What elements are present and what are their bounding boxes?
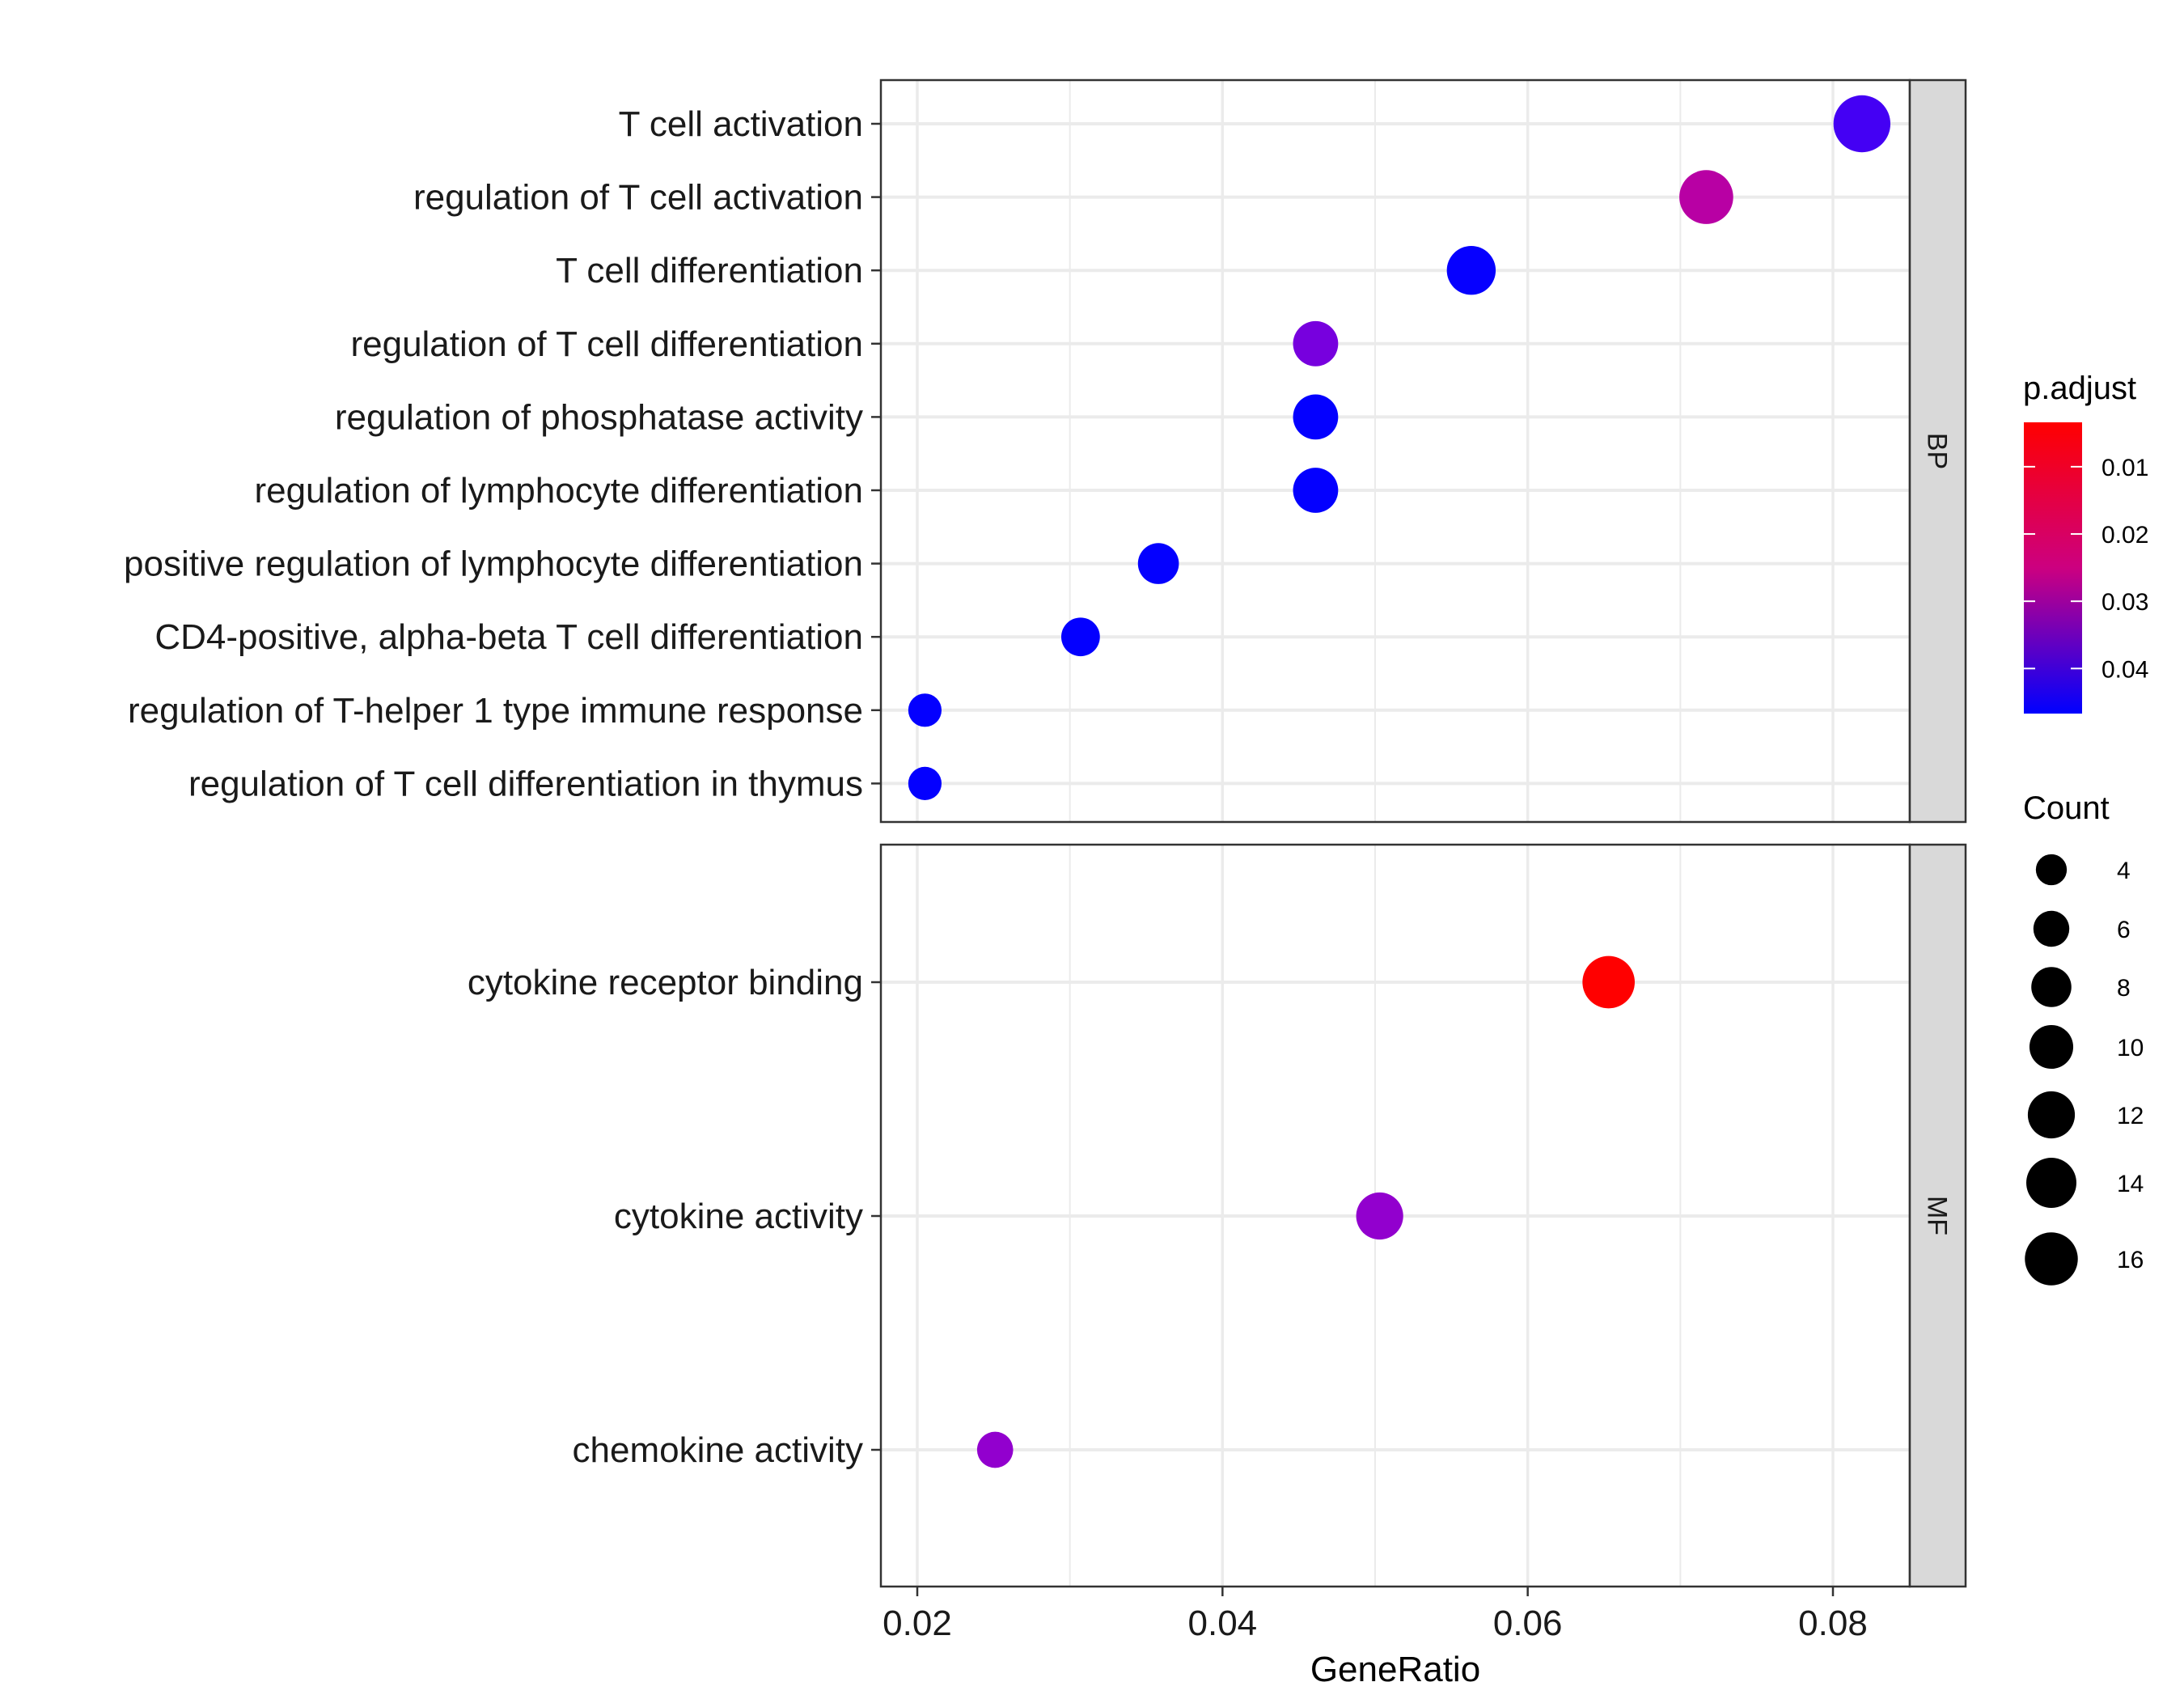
y-tick-label: regulation of phosphatase activity: [335, 397, 863, 437]
y-tick-label: cytokine activity: [614, 1197, 863, 1236]
data-point: [1293, 468, 1339, 513]
size-legend-label: 8: [2117, 975, 2131, 1002]
y-tick-label: regulation of lymphocyte differentiation: [254, 471, 863, 511]
y-tick-label: regulation of T cell differentiation: [350, 324, 863, 364]
data-point: [1293, 320, 1339, 366]
size-legend-key: [2031, 967, 2072, 1007]
x-axis: 0.02 0.04 0.06 0.08: [882, 1587, 1868, 1643]
y-tick-label: CD4-positive, alpha-beta T cell differen…: [154, 617, 863, 657]
facet-strip-label: MF: [1922, 1196, 1953, 1235]
size-legend-label: 4: [2117, 858, 2131, 884]
y-tick-label: cytokine receptor binding: [468, 963, 863, 1002]
y-tick-label: T cell activation: [619, 104, 863, 144]
color-legend-label: 0.03: [2101, 589, 2148, 616]
color-legend: p.adjust 0.01 0.02 0.03 0.04: [2023, 371, 2148, 714]
size-legend-label: 16: [2117, 1247, 2144, 1273]
panel-background: [881, 80, 1910, 822]
y-tick-label: positive regulation of lymphocyte differ…: [124, 544, 863, 584]
size-legend-label: 12: [2117, 1103, 2144, 1129]
y-tick-label: regulation of T cell activation: [413, 178, 863, 218]
facet-panel-bp: T cell activation regulation of T cell ac…: [124, 78, 1967, 824]
size-legend-key: [2029, 1024, 2074, 1070]
data-point: [976, 1431, 1014, 1468]
x-tick-label: 0.02: [882, 1604, 952, 1643]
size-legend-title: Count: [2023, 790, 2110, 826]
size-legend-key: [2026, 1158, 2076, 1208]
data-point: [1582, 955, 1635, 1009]
size-legend-key: [2025, 1232, 2078, 1286]
size-legend-label: 10: [2117, 1035, 2144, 1061]
facet-panels: T cell activation regulation of T cell ac…: [124, 78, 1967, 1588]
facet-strip: [1908, 78, 1967, 824]
color-legend-label: 0.02: [2101, 522, 2148, 549]
data-point: [1293, 394, 1339, 440]
color-legend-label: 0.01: [2101, 455, 2148, 481]
data-point: [1446, 245, 1496, 295]
size-legend-label: 6: [2117, 917, 2131, 943]
color-legend-title: p.adjust: [2023, 371, 2136, 406]
x-axis-title: GeneRatio: [1310, 1650, 1480, 1689]
data-point: [1137, 543, 1179, 584]
data-point: [1060, 617, 1100, 657]
y-tick-label: regulation of T cell differentiation in …: [188, 764, 863, 803]
x-tick-label: 0.06: [1493, 1604, 1563, 1643]
data-point: [1679, 170, 1733, 224]
data-point: [908, 766, 942, 801]
data-point: [1356, 1192, 1403, 1240]
size-legend-key: [2035, 854, 2068, 886]
facet-strip: [1908, 843, 1967, 1588]
size-legend: Count 4 6 8 10 12 14 16: [2023, 790, 2144, 1286]
color-legend-label: 0.04: [2101, 656, 2148, 683]
y-tick-label: chemokine activity: [573, 1430, 863, 1470]
facet-strip-label: BP: [1922, 433, 1953, 469]
size-legend-label: 14: [2117, 1171, 2144, 1197]
x-tick-label: 0.08: [1798, 1604, 1868, 1643]
data-point: [908, 693, 942, 727]
data-point: [1833, 95, 1891, 153]
y-tick-label: T cell differentiation: [556, 251, 863, 290]
size-legend-key: [2033, 910, 2070, 947]
color-bar: [2024, 422, 2082, 714]
size-legend-key: [2027, 1091, 2076, 1139]
x-tick-label: 0.04: [1188, 1604, 1258, 1643]
y-tick-label: regulation of T-helper 1 type immune res…: [128, 691, 863, 731]
facet-panel-mf: cytokine receptor binding cytokine activi…: [468, 843, 1967, 1588]
